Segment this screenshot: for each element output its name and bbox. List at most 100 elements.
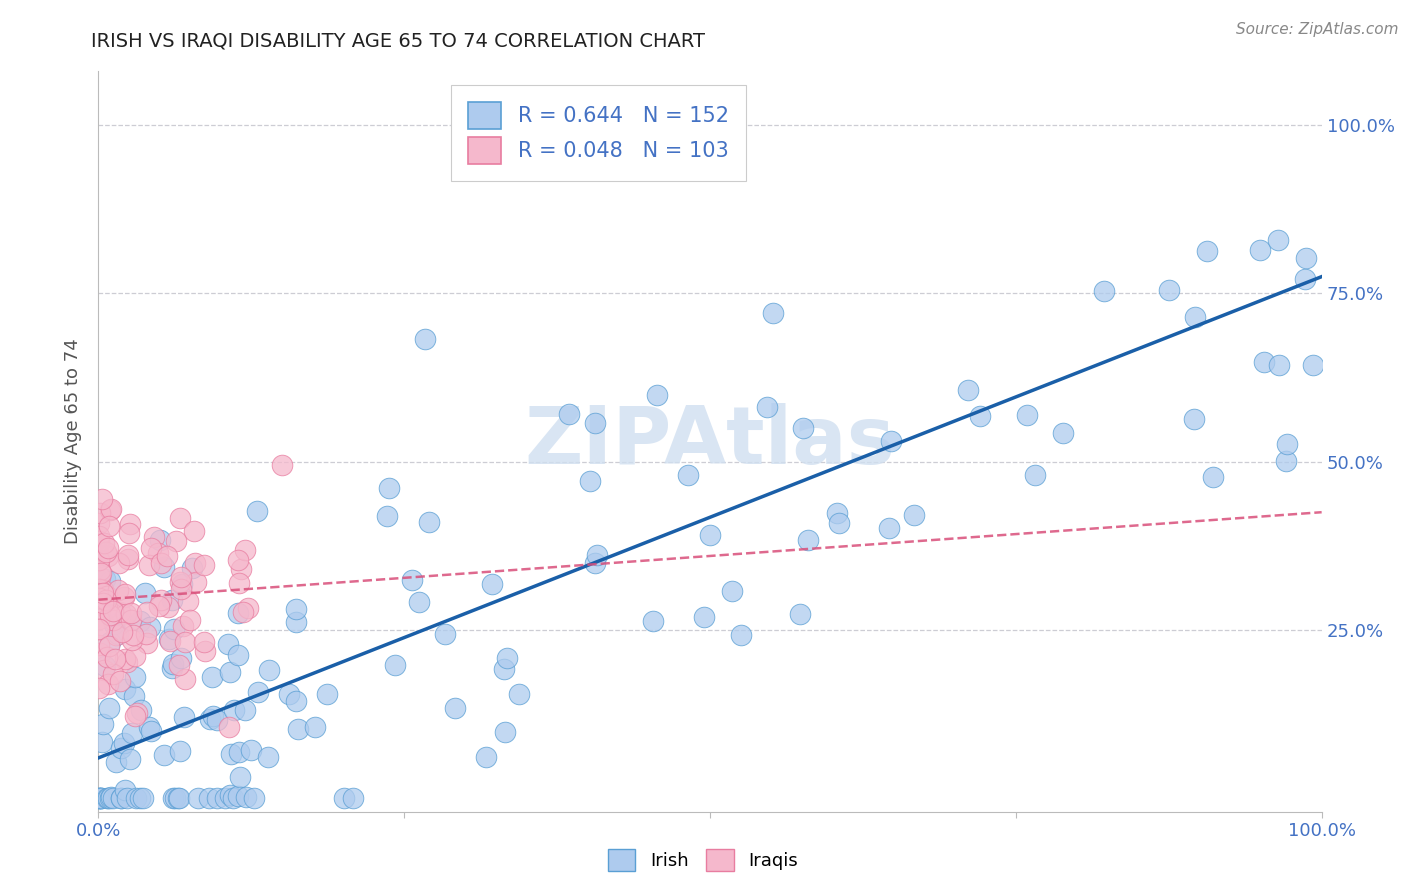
Point (108, 605, 131, 619)
Point (97, 549, 120, 563)
Point (129, 703, 152, 717)
Point (243, 791, 266, 805)
Point (730, 628, 752, 642)
Point (103, 791, 125, 805)
Point (583, 557, 606, 571)
Point (170, 650, 193, 665)
Point (239, 743, 262, 757)
Point (114, 586, 136, 600)
Point (418, 516, 440, 530)
Point (156, 600, 179, 615)
Point (148, 599, 170, 614)
Point (699, 528, 721, 542)
Point (170, 582, 193, 597)
Point (89, 612, 111, 626)
Point (120, 614, 142, 628)
Point (792, 420, 814, 434)
Text: ZIPAtlas: ZIPAtlas (524, 402, 896, 481)
Point (97, 518, 120, 533)
Point (1268, 359, 1291, 373)
Point (257, 750, 280, 764)
Point (1195, 244, 1218, 258)
Point (103, 617, 125, 632)
Point (186, 575, 208, 590)
Point (162, 657, 184, 671)
Point (93, 572, 115, 586)
Point (90, 566, 112, 581)
Point (94, 658, 117, 673)
Point (87, 529, 110, 543)
Point (827, 506, 849, 520)
Point (89, 506, 111, 520)
Point (93, 536, 115, 550)
Point (97, 791, 120, 805)
Point (114, 652, 136, 666)
Point (129, 614, 152, 628)
Point (160, 661, 183, 675)
Point (90, 735, 112, 749)
Point (98, 791, 121, 805)
Point (138, 558, 160, 573)
Point (128, 791, 150, 805)
Point (149, 592, 172, 607)
Point (957, 384, 980, 398)
Point (93, 596, 115, 610)
Point (112, 591, 135, 605)
Point (205, 791, 228, 805)
Point (94, 545, 117, 559)
Point (103, 652, 125, 666)
Point (114, 782, 136, 797)
Point (202, 708, 225, 723)
Point (107, 582, 129, 597)
Point (1295, 252, 1317, 266)
Point (475, 749, 498, 764)
Point (228, 770, 250, 784)
Point (277, 687, 299, 701)
Point (693, 610, 716, 624)
Point (96, 600, 118, 615)
Point (1302, 358, 1324, 372)
Point (89, 553, 111, 567)
Point (97, 541, 120, 555)
Point (721, 584, 744, 599)
Point (1015, 409, 1038, 423)
Point (96, 649, 118, 664)
Point (153, 748, 176, 763)
Point (165, 533, 187, 548)
Point (124, 648, 146, 663)
Point (481, 577, 503, 591)
Point (880, 434, 903, 449)
Point (233, 703, 256, 717)
Point (1184, 310, 1206, 324)
Point (762, 305, 785, 319)
Point (110, 791, 132, 805)
Point (229, 562, 252, 576)
Point (375, 508, 398, 523)
Point (87, 548, 110, 562)
Point (224, 703, 246, 717)
Point (1157, 283, 1180, 297)
Point (174, 635, 197, 649)
Point (115, 607, 138, 622)
Point (1182, 412, 1205, 426)
Point (117, 552, 139, 566)
Point (284, 615, 307, 630)
Point (157, 632, 180, 646)
Point (194, 643, 217, 657)
Point (443, 701, 465, 715)
Y-axis label: Disability Age 65 to 74: Disability Age 65 to 74 (63, 339, 82, 544)
Point (218, 788, 240, 802)
Point (287, 723, 309, 737)
Point (198, 712, 221, 726)
Point (162, 592, 184, 607)
Point (179, 613, 201, 627)
Point (87, 681, 110, 695)
Point (87, 536, 110, 550)
Text: IRISH VS IRAQI DISABILITY AGE 65 TO 74 CORRELATION CHART: IRISH VS IRAQI DISABILITY AGE 65 TO 74 C… (91, 31, 706, 50)
Point (100, 502, 122, 516)
Point (97, 700, 120, 714)
Point (236, 600, 259, 615)
Point (87, 544, 110, 558)
Point (142, 530, 165, 544)
Point (87, 582, 110, 597)
